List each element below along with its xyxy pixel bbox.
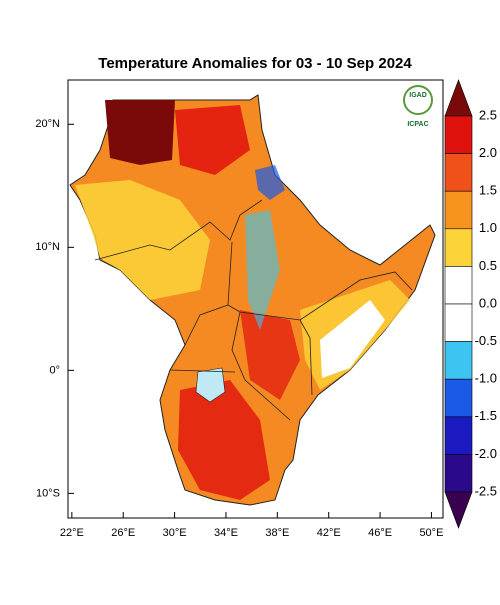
colorbar-segment [444, 341, 473, 380]
lake [195, 367, 226, 403]
colorbar-segment [444, 228, 473, 267]
hot-patch [175, 105, 250, 175]
colorbar-label: -1.5 [475, 408, 497, 423]
y-tick-label: 20°N [35, 118, 60, 130]
colorbar-label: 0.5 [479, 258, 497, 273]
colorbar-label: -2.5 [475, 483, 497, 498]
colorbar-segment [444, 416, 473, 455]
y-tick-label: 10°N [35, 241, 60, 253]
map-frame [67, 79, 444, 519]
y-tick-label: 10°S [36, 487, 60, 499]
hot-patch [178, 380, 270, 500]
colorbar-label: 2.5 [479, 107, 497, 122]
cold-patch [245, 210, 280, 330]
x-tick-label: 42°E [317, 527, 341, 539]
y-tick-label: 0° [49, 364, 60, 376]
x-tick-label: 34°E [214, 527, 238, 539]
colorbar-label: -0.5 [475, 333, 497, 348]
warm-patch [75, 180, 210, 300]
map-field [69, 94, 436, 506]
x-tick-label: 50°E [419, 527, 443, 539]
colorbar-label: -2.0 [475, 446, 497, 461]
logo-emblem [403, 85, 433, 115]
colorbar-segment [444, 115, 473, 154]
colorbar-segment [444, 454, 473, 493]
logo: IGAD ICPAC [403, 85, 433, 128]
x-tick-label: 26°E [111, 527, 135, 539]
colorbar-label: 1.0 [479, 220, 497, 235]
cool-patch [320, 300, 385, 378]
colorbar-segment [444, 378, 473, 418]
colorbar-label: 2.0 [479, 145, 497, 160]
colorbar-triangle [444, 491, 473, 529]
hot-patch [240, 310, 300, 400]
logo-caption: ICPAC [407, 121, 428, 128]
colorbar-label: -1.0 [475, 371, 497, 386]
x-tick-label: 30°E [163, 527, 187, 539]
colorbar-label: 0.0 [479, 295, 497, 310]
x-tick-label: 22°E [60, 527, 84, 539]
colorbar-segment [444, 266, 473, 305]
colorbar-triangle [444, 79, 473, 117]
logo-title: IGAD [409, 92, 427, 99]
title: Temperature Anomalies for 03 - 10 Sep 20… [98, 55, 412, 72]
colorbar-segment [444, 190, 473, 230]
x-tick-label: 38°E [265, 527, 289, 539]
colorbar-segment [444, 303, 473, 342]
colorbar-label: 1.5 [479, 183, 497, 198]
hot-patch [105, 100, 175, 165]
cold-patch [255, 165, 285, 200]
borders [94, 199, 413, 421]
x-tick-label: 46°E [368, 527, 392, 539]
colorbar-segment [444, 153, 473, 192]
